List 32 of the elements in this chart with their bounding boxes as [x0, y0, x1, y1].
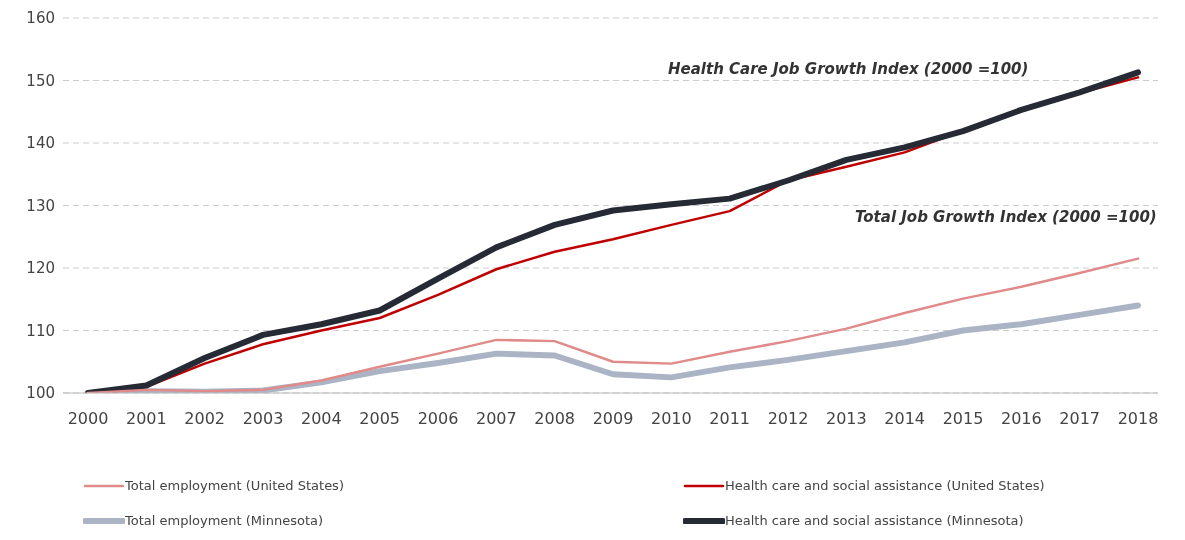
x-tick-label: 2012	[767, 409, 809, 429]
legend-label: Total employment (Minnesota)	[125, 513, 324, 528]
legend-label: Health care and social assistance (United States)	[725, 478, 1045, 493]
x-tick-label: 2007	[475, 409, 517, 429]
x-tick-label: 2014	[884, 409, 926, 429]
x-tick-label: 2003	[242, 409, 284, 429]
y-tick-label: 120	[26, 259, 55, 278]
legend-label: Health care and social assistance (Minnesota)	[725, 513, 1024, 528]
x-tick-label: 2002	[184, 409, 226, 429]
x-tick-label: 2008	[534, 409, 576, 429]
x-tick-label: 2015	[942, 409, 984, 429]
chart-note: Total Job Growth Index (2000 =100)	[855, 208, 1157, 226]
x-tick-label: 2017	[1059, 409, 1101, 429]
y-tick-label: 110	[26, 321, 55, 340]
y-tick-label: 130	[26, 196, 55, 215]
x-tick-label: 2010	[650, 409, 692, 429]
x-tick-label: 2009	[592, 409, 634, 429]
y-tick-label: 140	[26, 134, 55, 153]
y-tick-label: 150	[26, 71, 55, 90]
x-tick-label: 2000	[67, 409, 109, 429]
x-tick-label: 2018	[1117, 409, 1159, 429]
x-tick-label: 2011	[709, 409, 751, 429]
x-tick-label: 2013	[825, 409, 867, 429]
y-tick-label: 100	[26, 384, 55, 403]
chart-note: Health Care Job Growth Index (2000 =100)	[668, 60, 1029, 78]
x-tick-label: 2005	[359, 409, 401, 429]
x-tick-label: 2016	[1000, 409, 1042, 429]
legend-label: Total employment (United States)	[125, 478, 344, 493]
y-tick-label: 160	[26, 9, 55, 28]
x-tick-label: 2004	[300, 409, 342, 429]
x-tick-label: 2001	[125, 409, 167, 429]
x-tick-label: 2006	[417, 409, 459, 429]
